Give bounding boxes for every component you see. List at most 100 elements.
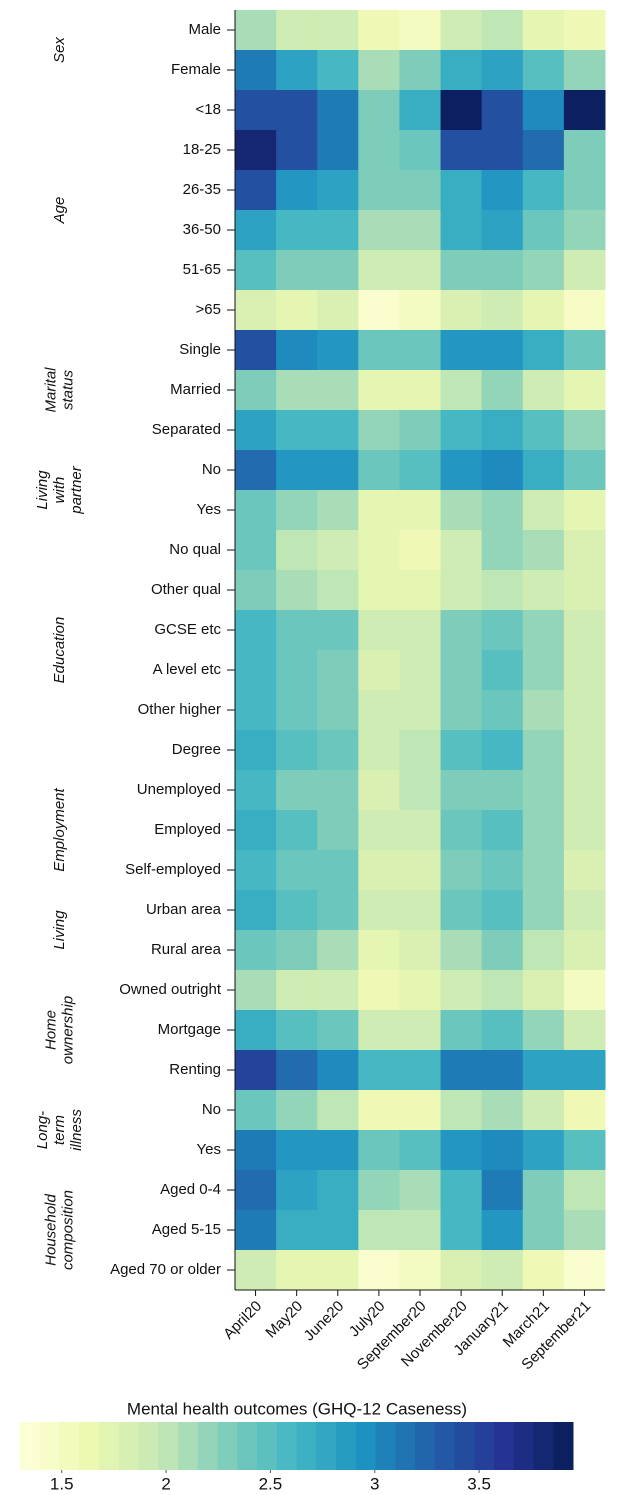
- heatmap-cell: [440, 170, 483, 211]
- y-tick-label: No qual: [169, 541, 221, 558]
- heatmap-cell: [522, 1170, 565, 1211]
- heatmap-cell: [563, 1010, 606, 1051]
- heatmap-cell: [317, 810, 359, 851]
- heatmap-cell: [358, 770, 400, 811]
- heatmap-cell: [522, 530, 565, 571]
- heatmap-cell: [481, 1130, 524, 1171]
- heatmap-cell: [317, 690, 359, 731]
- colorbar-step: [296, 1422, 317, 1470]
- colorbar-step: [355, 1422, 376, 1470]
- y-tick-label: Degree: [172, 741, 221, 758]
- heatmap-cell: [399, 770, 442, 811]
- heatmap-cell: [235, 450, 277, 491]
- colorbar-step: [59, 1422, 80, 1470]
- y-tick-label: Yes: [197, 501, 221, 518]
- heatmap-cell: [235, 50, 277, 91]
- y-tick-label: Male: [188, 21, 221, 38]
- heatmap-cell: [235, 10, 277, 51]
- heatmap-cell: [399, 50, 442, 91]
- heatmap-cell: [481, 450, 524, 491]
- heatmap-cell: [276, 690, 318, 731]
- heatmap-cell: [276, 1170, 318, 1211]
- heatmap-cell: [358, 10, 400, 51]
- heatmap-cell: [358, 1250, 400, 1291]
- heatmap-cell: [317, 370, 359, 411]
- heatmap-cell: [440, 370, 483, 411]
- heatmap-cell: [563, 610, 606, 651]
- heatmap-cell: [358, 890, 400, 931]
- heatmap-cell: [399, 610, 442, 651]
- colorbar-step: [474, 1422, 495, 1470]
- colorbar-step: [99, 1422, 120, 1470]
- heatmap-cell: [563, 10, 606, 51]
- heatmap-cell: [563, 450, 606, 491]
- heatmap-cell: [399, 130, 442, 171]
- heatmap-cell: [522, 1050, 565, 1091]
- heatmap-cell: [358, 130, 400, 171]
- group-label: Living: [51, 910, 68, 950]
- group-label: Home: [42, 1010, 59, 1050]
- heatmap-cell: [481, 730, 524, 771]
- colorbar-step: [20, 1422, 41, 1470]
- heatmap-cell: [235, 290, 277, 331]
- group-label: Living: [34, 470, 51, 510]
- y-tick-label: Aged 70 or older: [110, 1261, 221, 1278]
- heatmap-cell: [276, 1250, 318, 1291]
- group-label: Age: [51, 197, 68, 225]
- heatmap-cell: [563, 1250, 606, 1291]
- heatmap-cell: [358, 370, 400, 411]
- heatmap-cell: [481, 210, 524, 251]
- heatmap-cell: [317, 210, 359, 251]
- heatmap-cell: [522, 170, 565, 211]
- heatmap-cell: [440, 730, 483, 771]
- heatmap-cell: [358, 650, 400, 691]
- heatmap-cell: [399, 290, 442, 331]
- heatmap-cell: [440, 810, 483, 851]
- heatmap-cell: [440, 890, 483, 931]
- heatmap-cell: [440, 490, 483, 531]
- heatmap-cell: [522, 50, 565, 91]
- heatmap-cell: [235, 1130, 277, 1171]
- y-tick-label: Renting: [169, 1061, 221, 1078]
- y-tick-label: Female: [171, 61, 221, 78]
- heatmap-cell: [481, 10, 524, 51]
- heatmap-cell: [522, 330, 565, 371]
- colorbar-step: [138, 1422, 159, 1470]
- heatmap-cell: [440, 10, 483, 51]
- y-tick-label: No: [202, 1101, 221, 1118]
- heatmap-cell: [235, 1250, 277, 1291]
- y-tick-label: Other qual: [151, 581, 221, 598]
- heatmap-cell: [399, 930, 442, 971]
- heatmap-cell: [358, 1170, 400, 1211]
- group-label: status: [59, 369, 76, 410]
- group-label: with: [51, 477, 68, 504]
- heatmap-cell: [399, 1170, 442, 1211]
- heatmap-cell: [440, 930, 483, 971]
- heatmap-cell: [399, 970, 442, 1011]
- colorbar-title: Mental health outcomes (GHQ-12 Caseness): [127, 1399, 467, 1418]
- heatmap-cell: [522, 650, 565, 691]
- colorbar-step: [257, 1422, 278, 1470]
- heatmap-cell: [276, 1210, 318, 1251]
- y-tick-label: Aged 0-4: [160, 1181, 221, 1198]
- heatmap-cell: [276, 1090, 318, 1131]
- heatmap-cell: [317, 90, 359, 131]
- y-tick-label: Employed: [154, 821, 221, 838]
- group-label: composition: [59, 1190, 76, 1270]
- heatmap-cell: [440, 1010, 483, 1051]
- heatmap-cell: [276, 250, 318, 291]
- colorbar-step: [395, 1422, 416, 1470]
- heatmap-cell: [358, 410, 400, 451]
- heatmap-cell: [481, 1010, 524, 1051]
- heatmap-cell: [358, 330, 400, 371]
- heatmap-cell: [317, 970, 359, 1011]
- heatmap-cell: [481, 1250, 524, 1291]
- group-label: ownership: [59, 996, 76, 1064]
- heatmap-cell: [276, 890, 318, 931]
- heatmap-cell: [481, 290, 524, 331]
- heatmap-cell: [440, 530, 483, 571]
- heatmap-cell: [235, 1010, 277, 1051]
- heatmap-cell: [522, 1210, 565, 1251]
- heatmap-cell: [317, 770, 359, 811]
- heatmap-cell: [563, 1090, 606, 1131]
